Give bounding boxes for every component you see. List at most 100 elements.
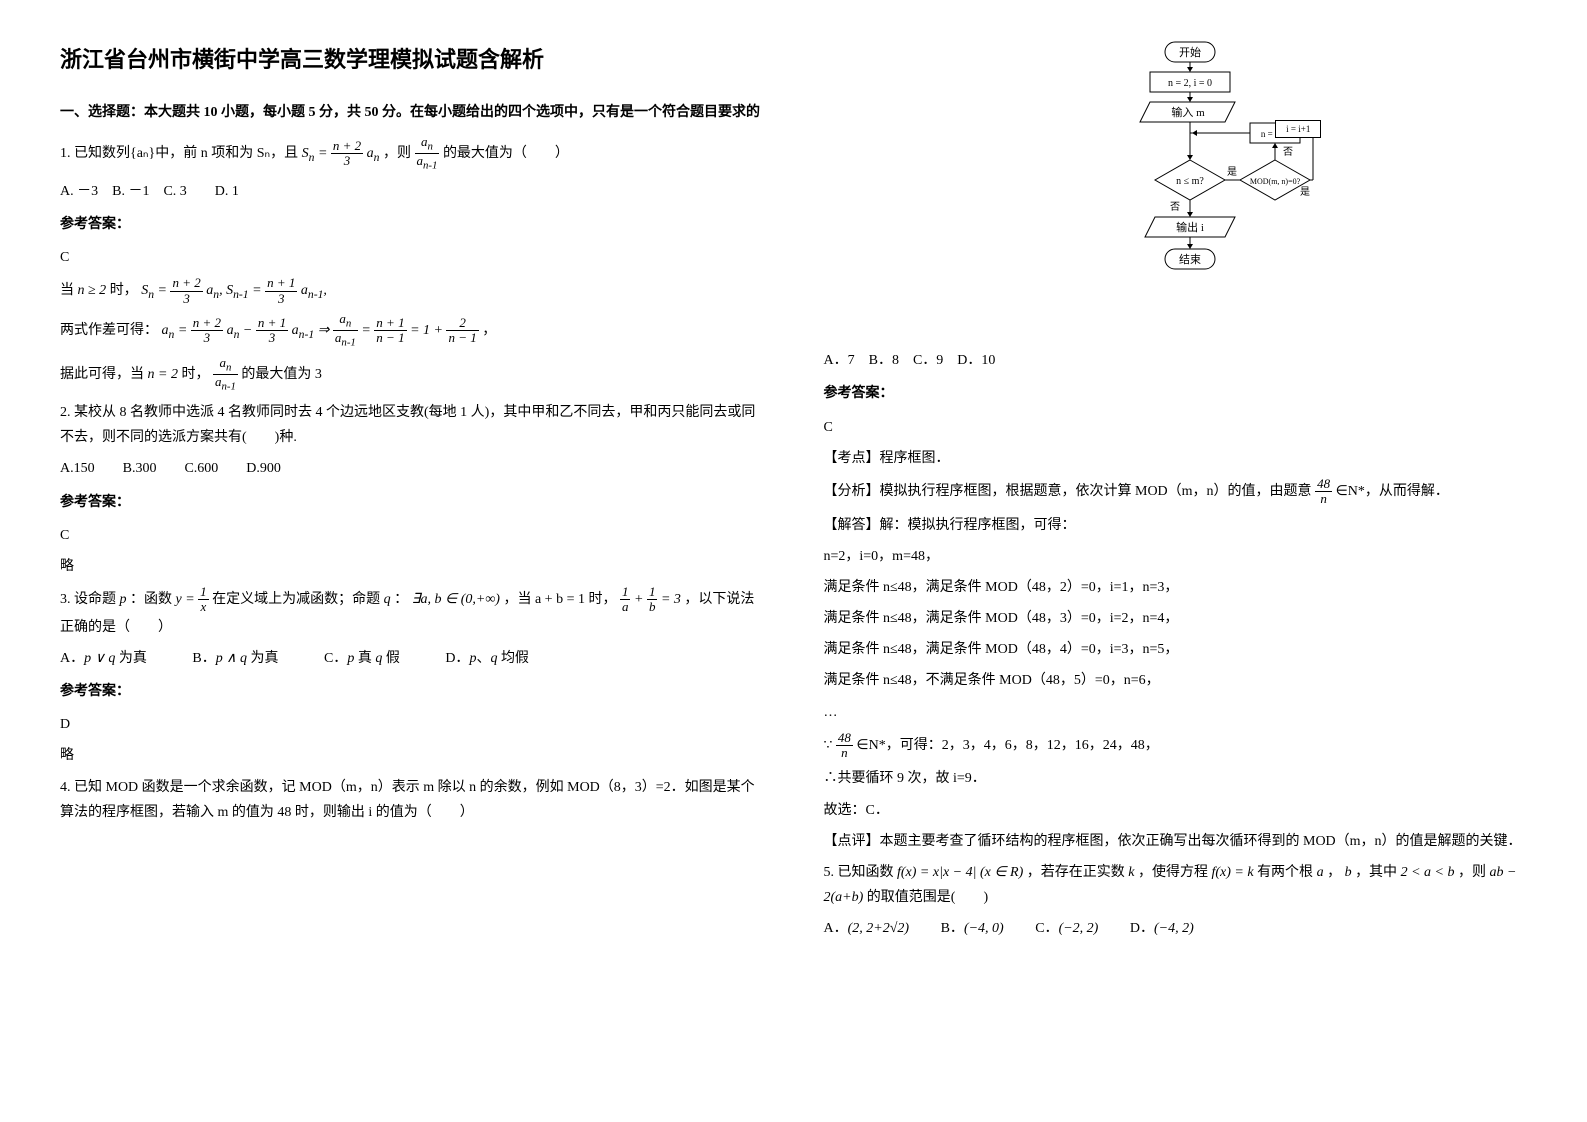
q4-jd-l6b: ∈N*，可得：2，3，4，6，8，12，16，24，48， [856, 738, 1158, 753]
q3-optA-t: p ∨ q [84, 651, 115, 666]
q4-jd-l6-frac: 48n [836, 731, 853, 761]
q1-sol1a: 当 [60, 283, 78, 298]
q4-answer: C [824, 415, 1528, 440]
q4-jd-l8: 故选：C． [824, 798, 1528, 823]
q3-func-tail: 在定义域上为减函数；命题 [212, 592, 384, 607]
q5-root-a: a [1317, 865, 1324, 880]
q5-optA: (2, 2+2√2) [848, 921, 909, 936]
q5-optC-l: C． [1035, 921, 1058, 936]
q3-c: ： [394, 592, 408, 607]
q4-jd-l7: ∴共要循环 9 次，故 i=9． [824, 766, 1528, 791]
q3-d: ，当 a + b = 1 时， [503, 592, 616, 607]
q4-jd-head: 【解答】解：模拟执行程序框图，可得： [824, 513, 1528, 538]
q4-jd-l5: 满足条件 n≤48，不满足条件 MOD（48，5）=0，n=6， [824, 668, 1528, 693]
q4-jd-l2: 满足条件 n≤48，满足条件 MOD（48，2）=0，i=1，n=3， [824, 575, 1528, 600]
q1-sol1-tail: 时， [110, 283, 138, 298]
q4-fenxi: 【分析】模拟执行程序框图，根据题意，依次计算 MOD（m，n）的值，由题意 48… [824, 477, 1528, 507]
q3-answer: D [60, 712, 764, 737]
q3-q: q [384, 592, 391, 607]
q3-optB-s: 为真 [247, 651, 279, 666]
flow-cond1-yes: 是 [1227, 166, 1237, 178]
q3-optB-l: B． [192, 651, 215, 666]
q2-stem: 2. 某校从 8 名教师中选派 4 名教师同时去 4 个边远地区支教(每地 1 … [60, 400, 764, 450]
q1-answer-label: 参考答案： [60, 212, 764, 237]
q5-d: 有两个根 [1257, 865, 1317, 880]
q3-cond: ∃a, b ∈ (0,+∞) [412, 592, 500, 607]
q4-an-tail: ∈N*，从而得解． [1336, 484, 1449, 499]
q5-k: k [1128, 865, 1134, 880]
q1-sol-line2: 两式作差可得： an = n + 23 an − n + 13 an-1 ⇒ a… [60, 312, 764, 350]
flow-output: 输出 i [1176, 220, 1204, 234]
q1-answer: C [60, 245, 764, 270]
q1-sol3-mid: 时， [181, 367, 209, 382]
q5-a: 5. 已知函数 [824, 865, 898, 880]
q4-answer-label: 参考答案： [824, 381, 1528, 406]
q1-sol-line1: 当 n ≥ 2 时， Sn = n + 23 an, Sn-1 = n + 13… [60, 276, 764, 306]
q3-eq: 1a + 1b = 3 [620, 592, 681, 607]
flow-cond2: MOD(m, n)=0? [1250, 177, 1301, 186]
flow-end: 结束 [1179, 253, 1201, 266]
q5-stem: 5. 已知函数 f(x) = x|x − 4| (x ∈ R) ，若存在正实数 … [824, 860, 1528, 910]
q1-sol3-ratio: anan-1 [213, 356, 238, 394]
q1-sol3a: 据此可得，当 [60, 367, 148, 382]
q3-b: ：函数 [130, 592, 176, 607]
q5-f: ，则 [1458, 865, 1490, 880]
q5-root-b: b [1345, 865, 1352, 880]
q4-jd-l6: ∵ 48n ∈N*，可得：2，3，4，6，8，12，16，24，48， [824, 731, 1528, 761]
q3-optD-s2: 均假 [497, 651, 529, 666]
q5-optD: (−4, 2) [1154, 921, 1194, 936]
q1-stem-a: 1. 已知数列{aₙ}中，前 n 项和为 Sₙ，且 [60, 146, 302, 161]
q3-sol: 略 [60, 743, 764, 768]
flow-start: 开始 [1179, 45, 1201, 59]
flow-cond1-no: 否 [1170, 201, 1180, 213]
q4-kaodian: 【考点】程序框图． [824, 446, 1528, 471]
q3-optD-s: 、 [476, 651, 490, 666]
q3-optC-s2: 假 [382, 651, 400, 666]
flow-cond2-yes: 是 [1300, 186, 1310, 198]
q3-func: y = 1x [176, 592, 209, 607]
q4-options: A．7 B．8 C．9 D．10 [824, 348, 1528, 373]
q2-sol: 略 [60, 554, 764, 579]
q3-optC-s: 真 [354, 651, 375, 666]
q4-dianping: 【点评】本题主要考查了循环结构的程序框图，依次正确写出每次循环得到的 MOD（m… [824, 829, 1528, 854]
q5-options: A．(2, 2+2√2) B．(−4, 0) C．(−2, 2) D．(−4, … [824, 916, 1528, 941]
q1-sol3-cond: n = 2 [148, 367, 178, 382]
q3-options: A．p ∨ q 为真 B．p ∧ q 为真 C．p 真 q 假 D．p、q 均假 [60, 646, 764, 671]
q1-sol-line3: 据此可得，当 n = 2 时， anan-1 的最大值为 3 [60, 356, 764, 394]
q4-jd-l6a: ∵ [824, 738, 836, 753]
q4-jd-l1: n=2，i=0，m=48， [824, 544, 1528, 569]
q5-range: 2 < a < b [1401, 865, 1455, 880]
q1-stem: 1. 已知数列{aₙ}中，前 n 项和为 Sₙ，且 Sn = n + 23 an… [60, 135, 764, 173]
q4-jd-dots: … [824, 700, 1528, 725]
q1-sol2-lead: 两式作差可得： [60, 323, 158, 338]
q3-optD-l: D． [445, 651, 469, 666]
q5-domain: (x ∈ R) [980, 865, 1023, 880]
q2-answer-label: 参考答案： [60, 490, 764, 515]
doc-title: 浙江省台州市横街中学高三数学理模拟试题含解析 [60, 40, 764, 80]
q4-an-lead: 【分析】模拟执行程序框图，根据题意，依次计算 MOD（m，n）的值，由题意 [824, 484, 1316, 499]
flow-input: 输入 m [1172, 105, 1206, 119]
flow-cond1: n ≤ m? [1176, 176, 1204, 187]
q5-optB: (−4, 0) [964, 921, 1004, 936]
q3-optB-t: p ∧ q [216, 651, 247, 666]
left-column: 浙江省台州市横街中学高三数学理模拟试题含解析 一、选择题：本大题共 10 小题，… [60, 40, 764, 948]
q3-a: 3. 设命题 [60, 592, 120, 607]
q3-optA-s: 为真 [115, 651, 147, 666]
q5-optD-l: D． [1130, 921, 1154, 936]
q5-optB-l: B． [941, 921, 964, 936]
flowchart: 开始 n = 2, i = 0 输入 m n ≤ m? 是 [1075, 40, 1275, 338]
q1-sol1-cond: n ≥ 2 [78, 283, 107, 298]
q5-fx: f(x) = x|x − 4| [897, 865, 976, 880]
q1-sol1-eq: Sn = n + 23 an, Sn-1 = n + 13 an-1, [141, 283, 327, 298]
flow-inc-i: i = i+1 [1275, 120, 1321, 138]
q5-g: 的取值范围是( ) [867, 890, 988, 905]
q4-jd-l4: 满足条件 n≤48，满足条件 MOD（48，4）=0，i=3，n=5， [824, 637, 1528, 662]
q1-options: A. －3 B. －1 C. 3 D. 1 [60, 179, 764, 204]
q3-optC-l: C． [324, 651, 347, 666]
q1-eq-sn: Sn = n + 23 an [302, 146, 380, 161]
flow-cond2-no: 否 [1283, 146, 1293, 158]
q3-stem: 3. 设命题 p ：函数 y = 1x 在定义域上为减函数；命题 q ： ∃a,… [60, 585, 764, 640]
q5-e: ，其中 [1355, 865, 1401, 880]
q1-ratio: anan-1 [415, 135, 440, 173]
q3-p: p [120, 592, 127, 607]
